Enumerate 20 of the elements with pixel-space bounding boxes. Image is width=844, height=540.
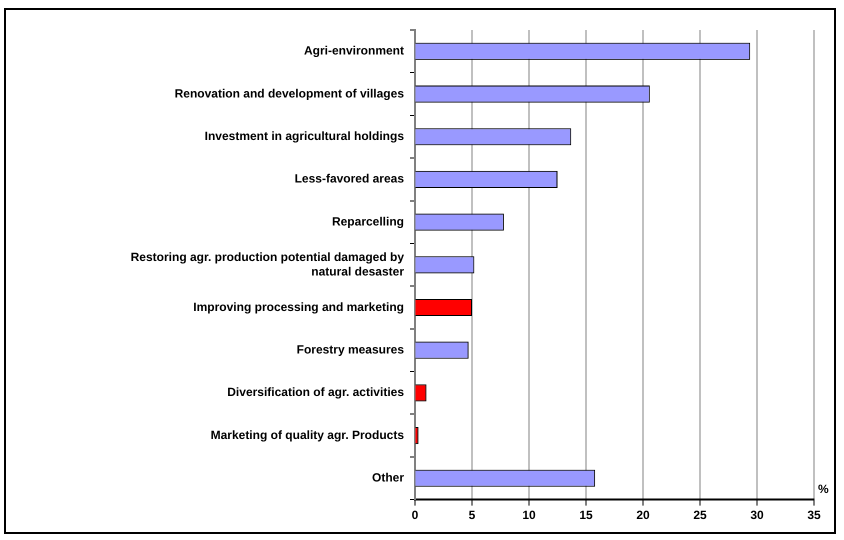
- x-tick-label: 20: [636, 508, 650, 522]
- y-tick-label: Less-favored areas: [294, 172, 404, 186]
- y-tick-label: Forestry measures: [296, 342, 404, 356]
- y-tick-label: Restoring agr. production potential damaged by natural desaster: [130, 250, 404, 278]
- x-tick-label: 15: [579, 508, 593, 522]
- y-tick-label: Improving processing and marketing: [193, 300, 404, 314]
- x-tick-label: 35: [807, 508, 821, 522]
- y-tick-label: Diversification of agr. activities: [227, 385, 404, 400]
- x-tick-label: 0: [412, 508, 419, 522]
- y-tick-label: Marketing of quality agr. Products: [210, 428, 404, 442]
- y-tick-label: Reparcelling: [332, 214, 404, 228]
- x-tick-label: 10: [522, 508, 536, 522]
- x-tick-label: 25: [693, 508, 707, 522]
- y-tick-label: Renovation and development of villages: [174, 86, 404, 100]
- x-tick-label: 5: [468, 508, 476, 522]
- x-tick-label: 30: [750, 508, 764, 522]
- y-tick-label: Other: [372, 470, 404, 485]
- y-tick-label: Agri-environment: [304, 44, 404, 58]
- y-tick-label: Investment in agricultural holdings: [204, 129, 404, 144]
- x-axis-title: %: [818, 482, 829, 496]
